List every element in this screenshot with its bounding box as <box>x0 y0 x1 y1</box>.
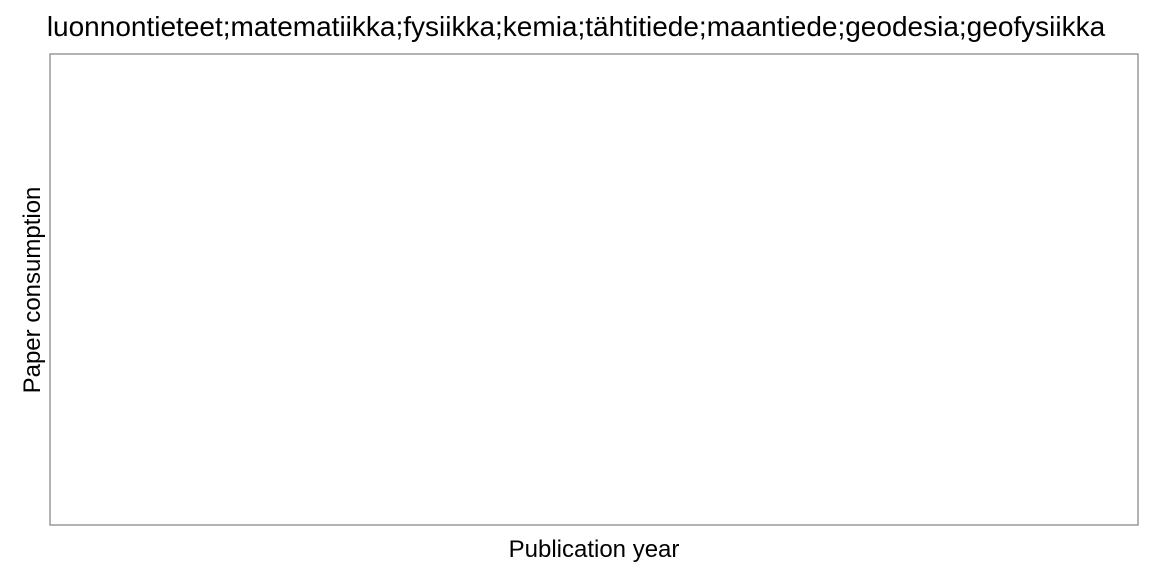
plot-panel <box>50 54 1138 525</box>
chart-title: luonnontieteet;matematiikka;fysiikka;kem… <box>47 11 1106 42</box>
x-axis-label: Publication year <box>509 536 680 563</box>
y-axis-label: Paper consumption <box>19 187 46 394</box>
plot-border <box>49 53 1139 526</box>
